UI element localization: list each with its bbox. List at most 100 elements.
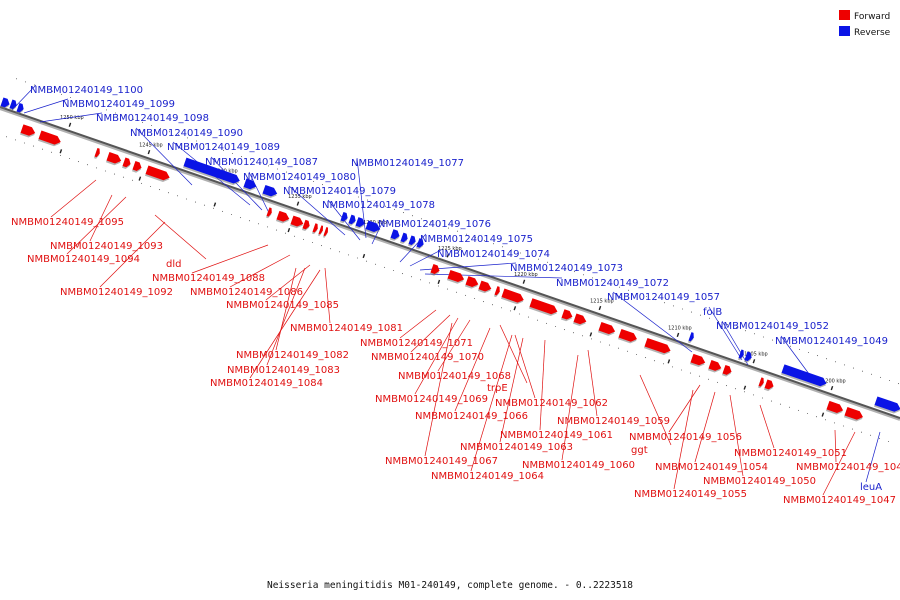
forward-gene-arrow[interactable]	[446, 269, 466, 285]
forward-gene-label[interactable]: NMBM01240149_1069	[375, 394, 488, 405]
forward-gene-arrow[interactable]	[93, 147, 101, 160]
forward-gene-label[interactable]: NMBM01240149_1081	[290, 323, 403, 334]
forward-gene-arrow[interactable]	[572, 313, 588, 327]
forward-gene-label[interactable]: NMBM01240149_1067	[385, 456, 498, 467]
forward-gene-arrow[interactable]	[131, 161, 143, 174]
forward-gene-label[interactable]: NMBM01240149_1086	[190, 287, 303, 298]
forward-gene-label[interactable]: NMBM01240149_1088	[152, 273, 265, 284]
forward-gene-arrow[interactable]	[617, 328, 639, 345]
reverse-gene-label[interactable]: NMBM01240149_1075	[420, 234, 533, 245]
forward-gene-arrow[interactable]	[643, 337, 672, 357]
reverse-gene-label[interactable]: NMBM01240149_1057	[607, 292, 720, 303]
reverse-gene-label[interactable]: NMBM01240149_1080	[243, 172, 356, 183]
reverse-gene-arrow[interactable]	[364, 220, 382, 236]
reverse-gene-label[interactable]: NMBM01240149_1089	[167, 142, 280, 153]
forward-gene-arrow[interactable]	[19, 124, 37, 139]
forward-gene-arrow[interactable]	[301, 219, 311, 232]
forward-gene-label[interactable]: NMBM01240149_1082	[236, 350, 349, 361]
forward-gene-label[interactable]: NMBM01240149_1068	[398, 371, 511, 382]
forward-gene-arrow[interactable]	[311, 223, 319, 235]
reverse-gene-arrow[interactable]	[8, 99, 18, 112]
forward-gene-arrow[interactable]	[275, 210, 291, 225]
forward-gene-arrow[interactable]	[843, 407, 865, 423]
reverse-gene-arrow[interactable]	[347, 214, 357, 227]
reverse-gene-arrow[interactable]	[354, 217, 366, 230]
forward-gene-label[interactable]: ggt	[631, 445, 648, 456]
reverse-gene-arrow[interactable]	[0, 97, 11, 110]
reverse-gene-arrow[interactable]	[407, 235, 417, 247]
forward-gene-label[interactable]: NMBM01240149_1092	[60, 287, 173, 298]
reverse-gene-label[interactable]: NMBM01240149_1100	[30, 85, 143, 96]
forward-gene-arrow[interactable]	[121, 157, 132, 170]
forward-gene-label[interactable]: NMBM01240149_1064	[431, 471, 544, 482]
forward-gene-label[interactable]: NMBM01240149_1063	[460, 442, 573, 453]
reverse-gene-label[interactable]: NMBM01240149_1076	[378, 219, 491, 230]
forward-gene-label[interactable]: NMBM01240149_1047	[783, 495, 896, 506]
forward-gene-label[interactable]: NMBM01240149_1085	[226, 300, 339, 311]
forward-gene-arrow[interactable]	[265, 207, 273, 219]
reverse-gene-arrow[interactable]	[15, 102, 25, 115]
reverse-gene-label[interactable]: NMBM01240149_1078	[322, 200, 435, 211]
forward-gene-arrow[interactable]	[560, 309, 574, 322]
reverse-gene-arrow[interactable]	[182, 157, 241, 187]
forward-gene-label[interactable]: NMBM01240149_1060	[522, 460, 635, 471]
reverse-gene-label[interactable]: NMBM01240149_1077	[351, 158, 464, 169]
reverse-gene-arrow[interactable]	[873, 396, 900, 415]
forward-gene-label[interactable]: NMBM01240149_1083	[227, 365, 340, 376]
reverse-gene-arrow[interactable]	[415, 238, 425, 250]
reverse-gene-arrow[interactable]	[242, 178, 258, 192]
reverse-gene-label[interactable]: NMBM01240149_1049	[775, 336, 888, 347]
forward-gene-arrow[interactable]	[689, 353, 707, 369]
forward-gene-arrow[interactable]	[317, 225, 324, 237]
forward-gene-arrow[interactable]	[477, 280, 493, 295]
forward-gene-label[interactable]: NMBM01240149_1056	[629, 432, 742, 443]
forward-gene-arrow[interactable]	[144, 165, 171, 184]
forward-gene-label[interactable]: NMBM01240149_1054	[655, 462, 768, 473]
forward-gene-label[interactable]: NMBM01240149_1094	[27, 254, 140, 265]
reverse-gene-arrow[interactable]	[339, 211, 349, 224]
reverse-gene-arrow[interactable]	[780, 364, 828, 389]
forward-gene-label[interactable]: NMBM01240149_1066	[415, 411, 528, 422]
reverse-gene-label[interactable]: leuA	[860, 482, 882, 493]
forward-gene-label[interactable]: NMBM01240149_1062	[495, 398, 608, 409]
forward-gene-arrow[interactable]	[429, 264, 441, 277]
forward-gene-label[interactable]: NMBM01240149_1070	[371, 352, 484, 363]
forward-gene-arrow[interactable]	[721, 364, 733, 378]
forward-gene-arrow[interactable]	[322, 227, 329, 238]
forward-gene-arrow[interactable]	[464, 276, 480, 290]
reverse-gene-arrow[interactable]	[687, 332, 695, 344]
forward-gene-label[interactable]: NMBM01240149_1093	[50, 241, 163, 252]
reverse-gene-label[interactable]: NMBM01240149_1099	[62, 99, 175, 110]
forward-gene-label[interactable]: NMBM01240149_1059	[557, 416, 670, 427]
forward-gene-arrow[interactable]	[707, 360, 723, 374]
forward-gene-arrow[interactable]	[289, 215, 305, 230]
reverse-gene-label[interactable]: folB	[703, 307, 722, 318]
reverse-gene-label[interactable]: NMBM01240149_1090	[130, 128, 243, 139]
forward-gene-arrow[interactable]	[597, 322, 617, 337]
reverse-gene-label[interactable]: NMBM01240149_1079	[283, 186, 396, 197]
forward-gene-label[interactable]: NMBM01240149_1084	[210, 378, 323, 389]
forward-gene-label[interactable]: NMBM01240149_1071	[360, 338, 473, 349]
reverse-gene-arrow[interactable]	[389, 229, 401, 242]
forward-gene-label[interactable]: NMBM01240149_1061	[500, 430, 613, 441]
forward-gene-label[interactable]: NMBM01240149_1055	[634, 489, 747, 500]
forward-gene-label[interactable]: trpE	[487, 383, 508, 394]
forward-gene-label[interactable]: dld	[166, 259, 181, 270]
forward-gene-label[interactable]: NMBM01240149_1048	[796, 462, 900, 473]
reverse-gene-arrow[interactable]	[261, 184, 279, 200]
reverse-gene-label[interactable]: NMBM01240149_1087	[205, 157, 318, 168]
reverse-gene-label[interactable]: NMBM01240149_1052	[716, 321, 829, 332]
forward-gene-arrow[interactable]	[500, 288, 525, 306]
reverse-gene-label[interactable]: NMBM01240149_1073	[510, 263, 623, 274]
reverse-gene-arrow[interactable]	[737, 349, 745, 361]
forward-gene-label[interactable]: NMBM01240149_1050	[703, 476, 816, 487]
forward-gene-arrow[interactable]	[825, 400, 845, 416]
forward-gene-label[interactable]: NMBM01240149_1095	[11, 217, 124, 228]
forward-gene-arrow[interactable]	[493, 286, 501, 298]
forward-gene-arrow[interactable]	[528, 298, 559, 317]
forward-gene-label[interactable]: NMBM01240149_1051	[734, 448, 847, 459]
forward-gene-arrow[interactable]	[757, 377, 765, 389]
reverse-gene-label[interactable]: NMBM01240149_1072	[556, 278, 669, 289]
reverse-gene-arrow[interactable]	[399, 232, 409, 245]
reverse-gene-arrow[interactable]	[743, 351, 753, 364]
